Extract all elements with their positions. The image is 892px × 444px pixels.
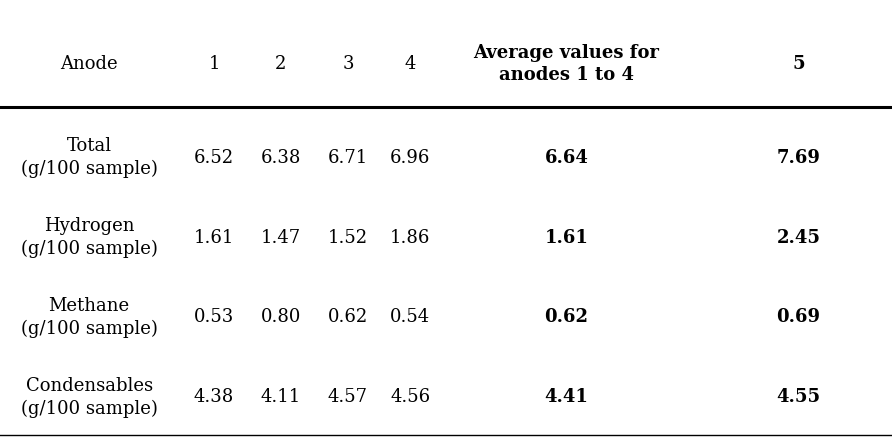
Text: 0.62: 0.62 [327,309,368,326]
Text: 1.52: 1.52 [328,229,368,246]
Text: 6.71: 6.71 [327,149,368,166]
Text: 6.52: 6.52 [194,149,234,166]
Text: 4.41: 4.41 [544,388,589,406]
Text: Total
(g/100 sample): Total (g/100 sample) [21,137,158,178]
Text: 2.45: 2.45 [776,229,821,246]
Text: 6.64: 6.64 [544,149,589,166]
Text: 5: 5 [792,56,805,73]
Text: 3: 3 [343,56,353,73]
Text: 0.54: 0.54 [391,309,430,326]
Text: Anode: Anode [61,56,118,73]
Text: 0.69: 0.69 [776,309,821,326]
Text: Average values for
anodes 1 to 4: Average values for anodes 1 to 4 [474,44,659,84]
Text: 6.96: 6.96 [390,149,431,166]
Text: 4.11: 4.11 [260,388,301,406]
Text: 4.56: 4.56 [391,388,430,406]
Text: 0.62: 0.62 [544,309,589,326]
Text: 1.61: 1.61 [544,229,589,246]
Text: 4.38: 4.38 [194,388,235,406]
Text: 0.53: 0.53 [194,309,235,326]
Text: 6.38: 6.38 [260,149,301,166]
Text: Condensables
(g/100 sample): Condensables (g/100 sample) [21,377,158,418]
Text: 1.47: 1.47 [261,229,301,246]
Text: 7.69: 7.69 [776,149,821,166]
Text: 4.55: 4.55 [776,388,821,406]
Text: 4.57: 4.57 [328,388,368,406]
Text: 1.86: 1.86 [390,229,431,246]
Text: 0.80: 0.80 [260,309,301,326]
Text: Methane
(g/100 sample): Methane (g/100 sample) [21,297,158,338]
Text: 1.61: 1.61 [194,229,235,246]
Text: 1: 1 [209,56,219,73]
Text: 2: 2 [276,56,286,73]
Text: 4: 4 [405,56,416,73]
Text: Hydrogen
(g/100 sample): Hydrogen (g/100 sample) [21,217,158,258]
